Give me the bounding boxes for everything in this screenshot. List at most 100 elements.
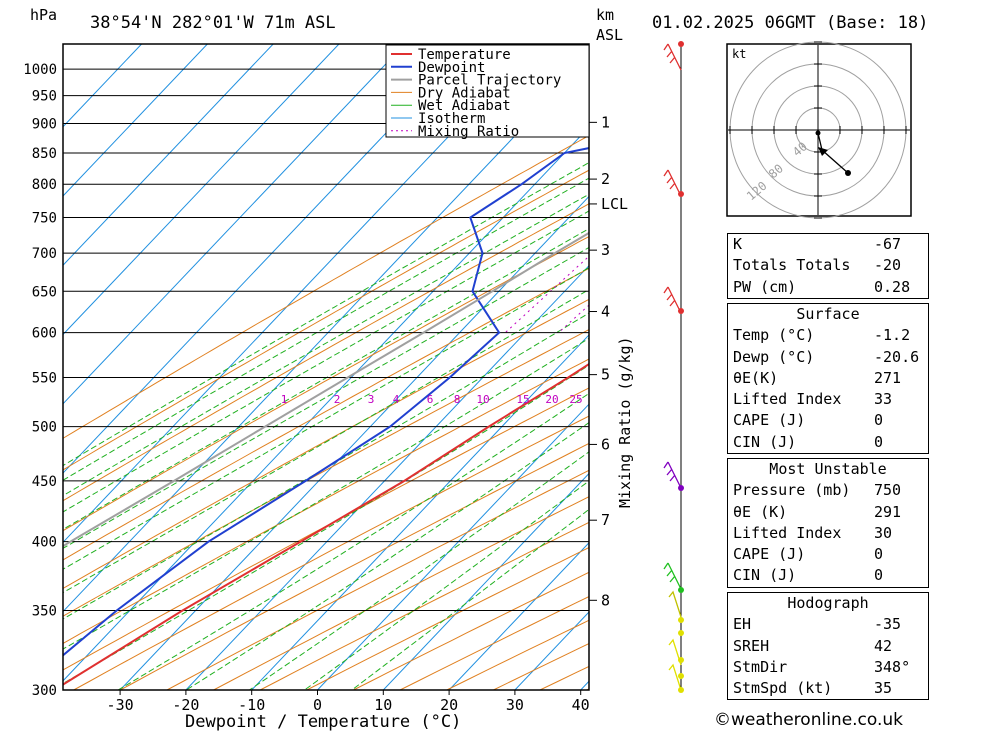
dry-adiabat-line [120,442,589,690]
stat-label: K [733,235,743,253]
height-tick-label: LCL [601,195,628,213]
wet-adiabat-line [63,267,589,570]
stat-row: CIN (J) 0 [728,565,928,586]
isotherm-line [63,44,142,128]
wet-adiabat-line [304,480,589,690]
stat-label: Lifted Index [733,523,842,542]
stat-value: 291 [874,502,902,521]
mixing-ratio-label: 25 [569,393,582,406]
isotherm-line [63,44,274,266]
wind-barb [663,169,682,197]
wind-level-dot [678,630,684,636]
legend-item: Dry Adiabat [418,85,511,101]
pressure-tick-label: 300 [32,683,57,699]
stat-row: CAPE (J) 0 [728,410,928,431]
x-tick-label: 10 [374,696,392,714]
stat-label: Totals Totals [733,256,851,275]
height-tick-label: 1 [601,113,610,131]
stat-label: StmDir [733,657,788,676]
stat-row: Totals Totals -20 [728,255,928,276]
isotherm-line [63,126,589,682]
stat-label: Dewp (°C) [733,347,815,366]
mixing-ratio-label: 3 [368,393,375,406]
location-title: 38°54'N 282°01'W 71m ASL [90,13,336,33]
stat-value: 0 [874,432,884,451]
most-unstable-panel: Most Unstable Pressure (mb) 750 θE (K) 291 Li… [727,458,929,588]
stat-label: θE(K) [733,368,779,387]
isotherm-line [185,264,589,690]
wet-adiabat-line [63,246,589,549]
height-unit: km [596,6,614,24]
wet-adiabat-line [249,451,589,690]
stat-label: StmSpd (kt) [733,679,833,698]
wind-barbs [663,41,684,693]
pressure-tick-label: 850 [32,146,57,162]
height-tick-label: 3 [601,241,610,259]
pressure-tick-label: 450 [32,474,57,490]
dry-adiabat-line [63,329,589,617]
pressure-tick-label: 950 [32,89,57,105]
wind-barb [663,562,682,590]
dry-adiabat-line [63,298,589,589]
parcel-trajectory-line [63,231,589,548]
mixing-ratio-label: 8 [454,393,461,406]
wind-level-dot [678,41,684,47]
wet-adiabat-line [63,364,589,685]
isotherm-line [63,44,471,474]
isotherm-line [63,44,208,197]
stat-row: Lifted Index 30 [728,523,928,544]
stat-row: StmDir 348° [728,657,928,678]
pressure-tick-label: 1000 [23,62,57,78]
legend-item: Parcel Trajectory [418,73,561,89]
stat-label: CIN (J) [733,432,797,451]
credit-link[interactable]: ©weatheronline.co.uk [714,710,904,730]
stat-value: 33 [874,390,893,409]
stat-row: Temp (°C) -1.2 [728,325,928,346]
stat-value: 0 [874,566,884,585]
mixing-ratio-axis-label: Mixing Ratio (g/kg) [616,336,634,508]
pressure-tick-label: 500 [32,420,57,436]
stat-row: PW (cm) 0.28 [728,277,928,298]
panel-title: Most Unstable [769,460,887,478]
pressure-unit: hPa [30,6,57,24]
dry-adiabat-line [213,496,589,690]
x-tick-label: 0 [313,696,322,714]
stat-value: -35 [874,615,902,634]
stat-row: K -67 [728,234,928,255]
x-tick-label: -20 [172,696,199,714]
pressure-tick-label: 400 [32,535,57,551]
stat-row: θE(K) 271 [728,368,928,389]
height-tick-label: 7 [601,511,610,529]
stat-value: 0.28 [874,277,911,296]
height-tick-label: 8 [601,591,610,609]
isotherm-line [382,472,589,690]
x-tick-label: -10 [238,696,265,714]
legend-item: Mixing Ratio [418,124,519,140]
stat-row: EH -35 [728,614,928,635]
stat-row: SREH 42 [728,636,928,657]
pressure-tick-label: 800 [32,177,57,193]
wind-barb [663,461,682,489]
x-axis-label: Dewpoint / Temperature (°C) [185,712,461,732]
x-tick-label: 30 [506,696,524,714]
mixing-ratio-label: 10 [476,393,489,406]
height-tick-label: 5 [601,366,610,384]
dry-adiabat-line [63,267,589,561]
isotherm-line [63,44,406,405]
mixing-ratio-label: 2 [334,393,341,406]
pressure-tick-label: 750 [32,211,57,227]
pressure-tick-label: 350 [32,604,57,620]
dry-adiabat-line [63,169,589,471]
wet-adiabat-line [63,177,589,481]
mixing-ratio-label: 15 [516,393,529,406]
pressure-tick-label: 700 [32,246,57,262]
dry-adiabat-line [63,134,589,439]
dry-adiabat-line [166,469,589,690]
wet-adiabat-line [351,508,589,690]
legend-item: Wet Adiabat [418,98,511,114]
storm-motion-marker [818,147,828,156]
datetime-title: 01.02.2025 06GMT (Base: 18) [652,13,928,33]
pressure-tick-label: 600 [32,326,57,342]
legend-item: Dewpoint [418,60,485,76]
